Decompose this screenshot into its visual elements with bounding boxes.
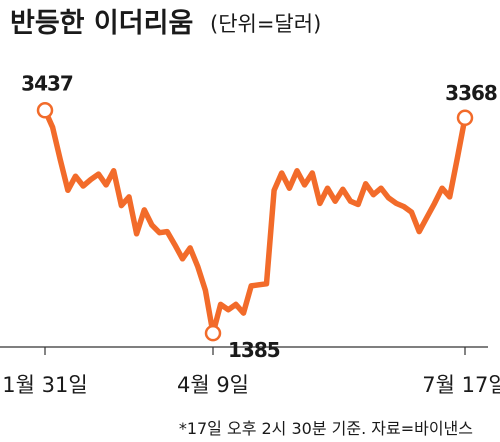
source-note: *17일 오후 2시 30분 기준. 자료=바이낸스 <box>179 419 473 438</box>
data-value-label: 1385 <box>228 338 280 362</box>
data-point-marker <box>456 109 474 127</box>
x-tick-label: 1월 31일 <box>2 373 87 397</box>
price-line <box>42 107 468 336</box>
price-series-line <box>42 107 468 336</box>
data-value-label: 3368 <box>445 81 497 105</box>
x-tick-label: 4월 9일 <box>177 373 249 397</box>
chart-title: 반등한 이더리움 <box>10 8 193 39</box>
data-point-marker <box>204 324 222 342</box>
data-point-marker <box>36 102 54 119</box>
annotation-labels: 3437 1385 3368 <box>21 71 498 362</box>
x-axis-ticks: 1월 31일 4월 9일 7월 17일 <box>2 347 500 397</box>
data-value-label: 3437 <box>21 71 73 95</box>
x-tick-label: 7월 17일 <box>422 373 500 397</box>
chart-unit-label: (단위=달러) <box>210 12 321 36</box>
annotation-markers <box>36 102 474 342</box>
